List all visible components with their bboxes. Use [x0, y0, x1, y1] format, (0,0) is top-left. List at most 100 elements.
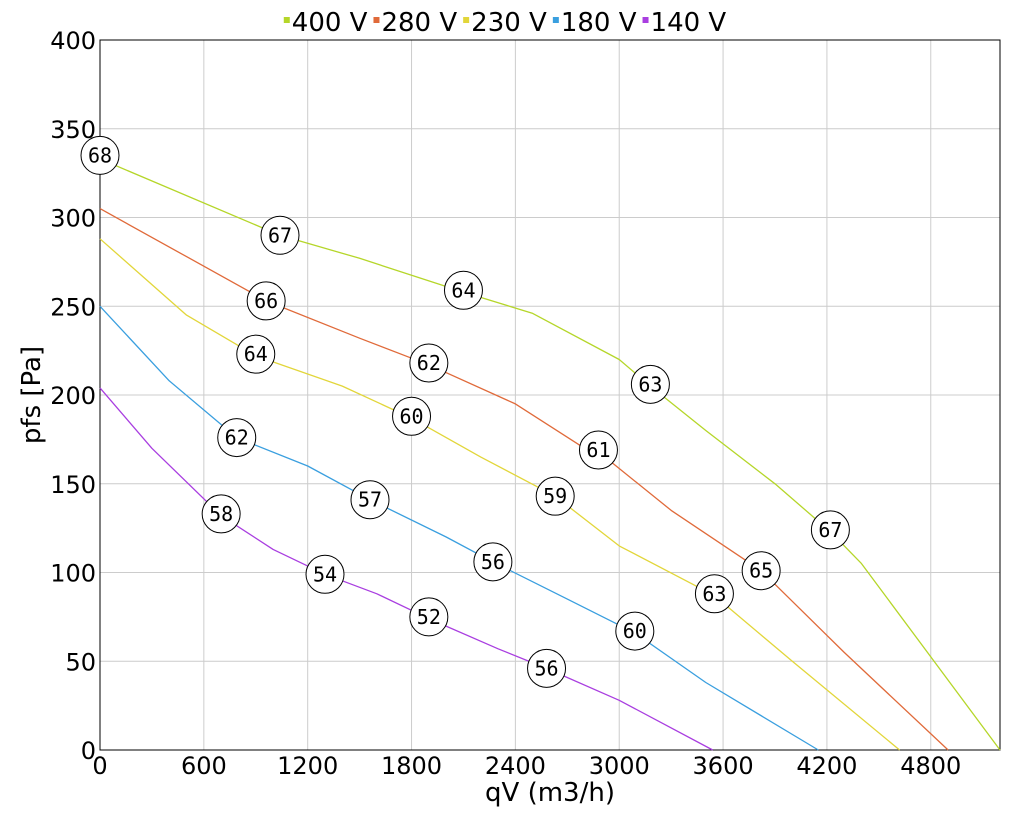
y-tick-label: 50	[65, 648, 96, 676]
x-tick-label: 1800	[381, 752, 442, 780]
x-tick-label: 3000	[589, 752, 650, 780]
point-label: 57	[350, 480, 390, 520]
point-label-circle	[260, 215, 300, 255]
y-axis-title: pfs [Pa]	[17, 346, 47, 444]
point-label-circle	[217, 418, 257, 458]
point-label-text: 65	[749, 559, 773, 583]
point-label: 62	[217, 418, 257, 458]
point-label: 65	[741, 551, 781, 591]
point-label: 58	[201, 494, 241, 534]
x-axis-title: qV (m3/h)	[485, 778, 615, 808]
legend-swatch	[373, 17, 380, 23]
point-label: 59	[535, 476, 575, 516]
legend-swatch	[283, 17, 290, 23]
point-label: 56	[527, 648, 567, 688]
y-tick-label: 400	[50, 27, 96, 55]
y-tick-label: 100	[50, 560, 96, 588]
point-label-circle	[615, 611, 655, 651]
legend-swatch	[642, 17, 649, 23]
point-label-circle	[810, 510, 850, 550]
point-label: 63	[630, 364, 670, 404]
y-tick-label: 250	[50, 293, 96, 321]
point-label-circle	[578, 430, 618, 470]
plot-frame	[99, 39, 1001, 751]
point-label-text: 58	[209, 502, 233, 526]
point-label-text: 66	[254, 289, 278, 313]
grid	[100, 40, 1000, 750]
series-line	[99, 238, 901, 751]
x-tick-label: 0	[92, 752, 107, 780]
point-label-circle	[630, 364, 670, 404]
point-label-circle	[201, 494, 241, 534]
point-label-text: 57	[358, 488, 382, 512]
point-label-text: 52	[417, 605, 441, 629]
point-label: 67	[260, 215, 300, 255]
point-label-text: 67	[268, 223, 292, 247]
point-label-circle	[473, 542, 513, 582]
point-label-text: 62	[417, 351, 441, 375]
x-tick-label: 4800	[900, 752, 961, 780]
y-tick-label: 350	[50, 116, 96, 144]
point-label-text: 63	[638, 372, 662, 396]
point-label-circle	[305, 554, 345, 594]
point-label: 56	[473, 542, 513, 582]
point-label-text: 54	[313, 562, 337, 586]
legend-label: 180 V	[561, 8, 637, 38]
point-label: 63	[694, 574, 734, 614]
legend-swatch	[552, 17, 559, 23]
point-label: 60	[615, 611, 655, 651]
y-tick-label: 150	[50, 471, 96, 499]
legend-label: 230 V	[471, 8, 547, 38]
point-label: 61	[578, 430, 618, 470]
point-label-text: 68	[88, 143, 112, 167]
point-label-circle	[246, 281, 286, 321]
legend: 400 V 280 V 230 V 180 V 140 V	[283, 8, 727, 38]
point-label-text: 62	[225, 426, 249, 450]
point-label: 67	[810, 510, 850, 550]
x-tick-label: 600	[181, 752, 227, 780]
point-label-circle	[392, 396, 432, 436]
point-label-circle	[741, 551, 781, 591]
x-tick-label: 2400	[485, 752, 546, 780]
point-label-text: 56	[481, 550, 505, 574]
y-tick-label: 0	[81, 737, 96, 765]
legend-label: 280 V	[381, 8, 457, 38]
point-label-circle	[409, 343, 449, 383]
point-label-text: 64	[451, 278, 475, 302]
point-label: 66	[246, 281, 286, 321]
point-label-circle	[535, 476, 575, 516]
point-label: 68	[80, 135, 120, 175]
x-tick-label: 3600	[693, 752, 754, 780]
point-label-circle	[527, 648, 567, 688]
y-tick-label: 300	[50, 205, 96, 233]
y-tick-label: 200	[50, 382, 96, 410]
legend-label: 140 V	[651, 8, 727, 38]
point-label-text: 60	[399, 404, 423, 428]
point-label: 62	[409, 343, 449, 383]
point-label: 60	[392, 396, 432, 436]
point-label-text: 67	[818, 518, 842, 542]
point-label-text: 60	[623, 619, 647, 643]
point-label-circle	[80, 135, 120, 175]
point-label-text: 64	[244, 342, 268, 366]
point-label: 54	[305, 554, 345, 594]
series-line	[99, 387, 714, 751]
point-label-circle	[236, 334, 276, 374]
point-label: 52	[409, 597, 449, 637]
point-label-circle	[409, 597, 449, 637]
point-labels: 68 67 64 63 67 66 62 61 65 64 60 59 63 62 57 56 60 58 54 52…	[80, 135, 850, 688]
point-label: 64	[236, 334, 276, 374]
tick-labels: 0 600 1200 1800 2400 3000 3600 4200 4800 0 50 100 15…	[50, 27, 961, 780]
point-label-circle	[350, 480, 390, 520]
legend-label: 400 V	[292, 8, 368, 38]
point-label-text: 63	[702, 582, 726, 606]
point-label-text: 61	[586, 438, 610, 462]
point-label-text: 59	[543, 484, 567, 508]
series-line	[99, 305, 819, 751]
point-label-circle	[694, 574, 734, 614]
point-label: 64	[443, 270, 483, 310]
x-tick-label: 4200	[796, 752, 857, 780]
point-label-circle	[443, 270, 483, 310]
